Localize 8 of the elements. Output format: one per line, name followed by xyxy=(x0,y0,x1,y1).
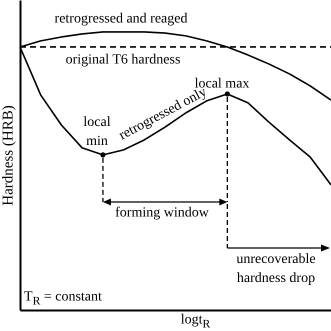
annotation: local min xyxy=(83,115,111,149)
series-label: original T6 hardness xyxy=(66,52,180,70)
annotation: forming window xyxy=(115,204,209,222)
annotation: unrecoverable hardness drop xyxy=(235,251,317,288)
y-axis-title: Hardness (HRB) xyxy=(0,105,16,206)
annotation: T$_{R}$ = constant xyxy=(24,288,102,310)
series-label: retrogressed and reaged xyxy=(54,10,188,28)
x-axis-title: logt$_{R}$ xyxy=(180,312,210,331)
